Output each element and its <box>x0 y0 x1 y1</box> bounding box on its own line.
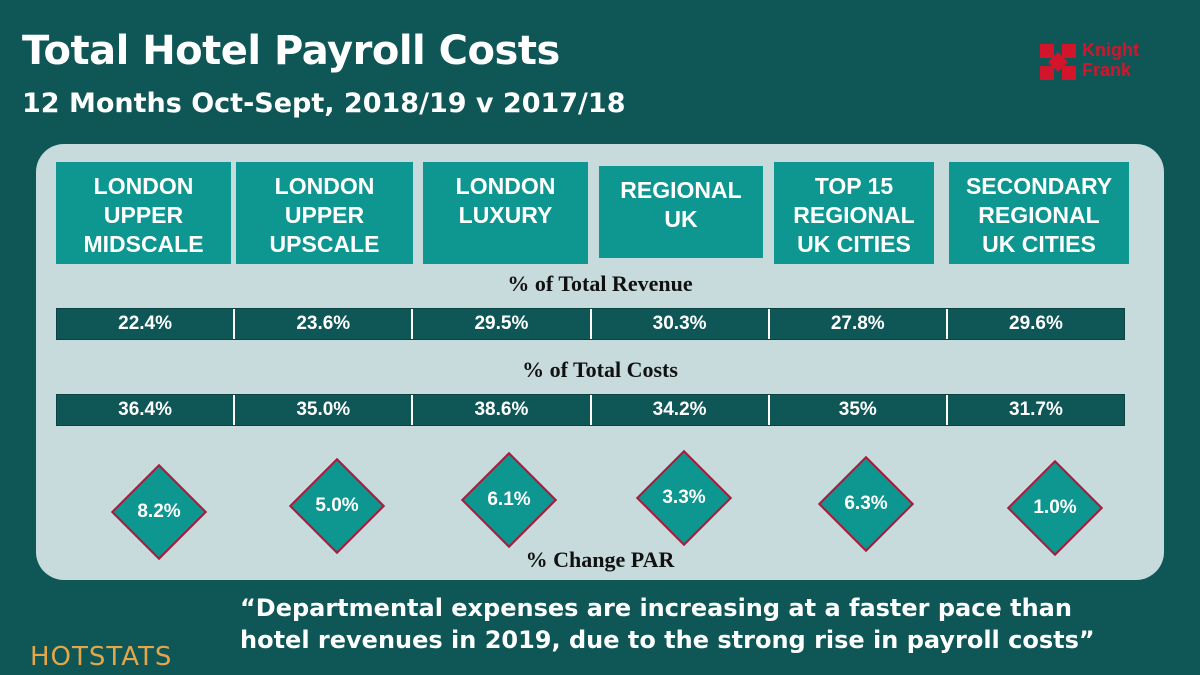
quote-text: “Departmental expenses are increasing at… <box>240 592 1140 656</box>
par-change-value: 1.0% <box>1033 497 1077 518</box>
costs-value: 31.7% <box>945 395 1124 425</box>
revenue-value: 29.5% <box>411 309 589 339</box>
knight-frank-logo: Knight Frank <box>1038 40 1158 82</box>
category-london-upper-midscale: LONDON UPPER MIDSCALE <box>56 162 231 264</box>
revenue-value: 23.6% <box>233 309 411 339</box>
category-secondary-regional-uk-cities: SECONDARY REGIONAL UK CITIES <box>949 162 1129 264</box>
category-top-15-regional-uk-cities: TOP 15 REGIONAL UK CITIES <box>774 162 934 264</box>
costs-value: 35% <box>767 395 946 425</box>
category-regional-uk: REGIONAL UK <box>599 166 763 258</box>
par-change-value: 8.2% <box>137 501 181 522</box>
category-line: UK <box>664 206 698 232</box>
par-change-value: 6.3% <box>844 493 888 514</box>
costs-value: 35.0% <box>233 395 411 425</box>
category-line: UK CITIES <box>982 231 1096 257</box>
revenue-row-label: % of Total Revenue <box>507 271 693 296</box>
revenue-values-row: 22.4% 23.6% 29.5% 30.3% 27.8% 29.6% <box>56 308 1125 340</box>
category-line: MIDSCALE <box>83 231 204 257</box>
category-line: REGIONAL <box>620 177 742 203</box>
logo-line-1: Knight <box>1082 40 1139 60</box>
quote-line-2: hotel revenues in 2019, due to the stron… <box>240 626 1095 654</box>
category-line: LONDON <box>274 173 375 199</box>
revenue-value: 29.6% <box>945 309 1124 339</box>
category-line: LUXURY <box>458 202 553 228</box>
category-line: REGIONAL <box>793 202 915 228</box>
category-london-upper-upscale: LONDON UPPER UPSCALE <box>236 162 413 264</box>
category-line: UK CITIES <box>797 231 911 257</box>
category-line: UPPER <box>284 202 365 228</box>
par-change-label: % Change PAR <box>525 547 675 572</box>
logo-line-2: Frank <box>1082 60 1132 80</box>
costs-value: 36.4% <box>118 399 173 420</box>
category-line: SECONDARY <box>965 173 1113 199</box>
hotstats-logo: HOTSTATS <box>30 642 173 672</box>
category-line: LONDON <box>455 173 556 199</box>
costs-values-row: 36.4% 35.0% 38.6% 34.2% 35% 31.7% <box>56 394 1125 426</box>
category-london-luxury: LONDON LUXURY <box>423 162 588 264</box>
page-title: Total Hotel Payroll Costs <box>22 28 560 74</box>
par-change-value: 6.1% <box>487 489 531 510</box>
category-line: UPSCALE <box>269 231 380 257</box>
category-line: LONDON <box>93 173 194 199</box>
costs-row-label: % of Total Costs <box>522 357 678 382</box>
quote-line-1: “Departmental expenses are increasing at… <box>240 594 1072 622</box>
revenue-value: 30.3% <box>589 309 768 339</box>
par-change-value: 3.3% <box>662 487 706 508</box>
category-line: TOP 15 <box>814 173 894 199</box>
category-line: UPPER <box>103 202 184 228</box>
costs-value: 38.6% <box>411 395 589 425</box>
revenue-value: 27.8% <box>767 309 946 339</box>
costs-value: 34.2% <box>589 395 768 425</box>
knight-frank-logo-text: Knight Frank <box>1082 40 1139 80</box>
par-change-value: 5.0% <box>315 495 359 516</box>
revenue-value: 22.4% <box>118 313 173 334</box>
page-subtitle: 12 Months Oct-Sept, 2018/19 v 2017/18 <box>22 88 626 119</box>
category-line: REGIONAL <box>978 202 1100 228</box>
knight-frank-logo-icon <box>1040 44 1076 80</box>
